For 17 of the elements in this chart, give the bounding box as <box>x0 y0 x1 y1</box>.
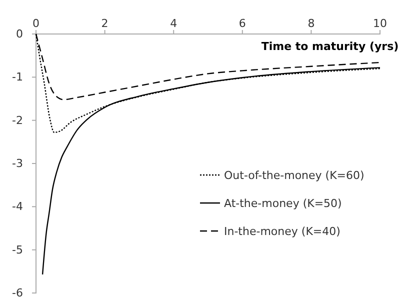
legend-label: Out-of-the-money (K=60) <box>224 169 364 182</box>
y-tick-label: -3 <box>12 157 23 170</box>
legend-label: At-the-money (K=50) <box>224 197 342 210</box>
y-tick-label: -2 <box>12 114 23 127</box>
x-tick-label: 4 <box>170 17 178 30</box>
y-tick-label: -1 <box>12 70 23 84</box>
x-tick-label: 10 <box>373 17 387 30</box>
y-tick-label: -6 <box>12 286 23 300</box>
x-axis-title: Time to maturity (yrs) <box>261 40 399 53</box>
x-tick-label: 6 <box>238 17 246 30</box>
x-tick-label: 0 <box>32 17 40 30</box>
legend-label: In-the-money (K=40) <box>224 225 340 238</box>
y-tick-label: -4 <box>12 200 23 214</box>
y-tick-label: 0 <box>16 28 23 41</box>
y-tick-label: -5 <box>12 243 23 256</box>
x-tick-label: 2 <box>101 17 108 30</box>
x-tick-label: 8 <box>308 17 315 30</box>
